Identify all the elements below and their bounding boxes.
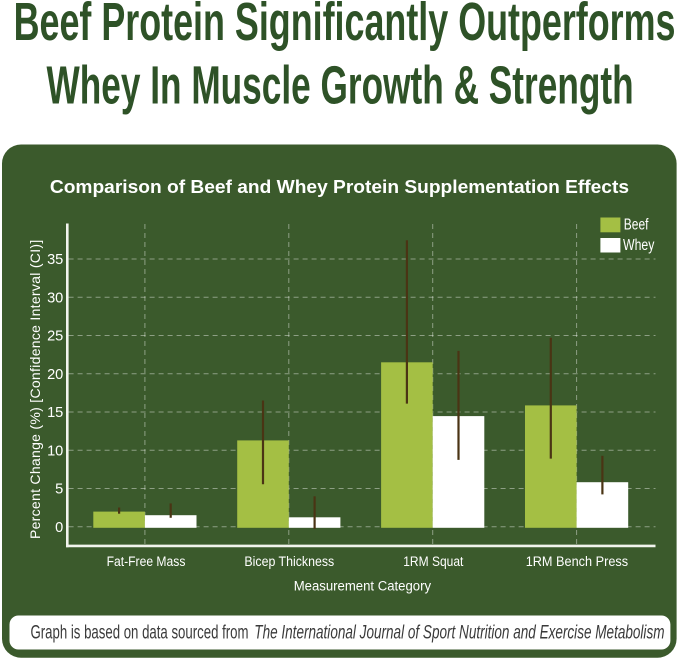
svg-text:35: 35 (47, 252, 63, 268)
svg-text:20: 20 (47, 367, 63, 383)
svg-text:Whey: Whey (623, 237, 655, 254)
svg-text:Graph is based on data sourced: Graph is based on data sourced from (31, 622, 249, 643)
svg-text:The International Journal of S: The International Journal of Sport Nutri… (254, 622, 664, 643)
svg-text:5: 5 (55, 482, 63, 498)
svg-text:25: 25 (47, 329, 63, 345)
svg-text:1RM Bench Press: 1RM Bench Press (526, 553, 628, 569)
svg-text:Percent Change (%) [Confidence: Percent Change (%) [Confidence Interval … (27, 240, 43, 539)
svg-text:0: 0 (55, 520, 63, 536)
svg-text:Fat-Free Mass: Fat-Free Mass (107, 553, 186, 569)
svg-text:Beef: Beef (624, 217, 649, 234)
svg-text:Bicep Thickness: Bicep Thickness (244, 553, 334, 569)
svg-text:30: 30 (47, 290, 63, 306)
svg-text:Whey In Muscle Growth & Streng: Whey In Muscle Growth & Strength (47, 57, 634, 116)
svg-text:Beef Protein Significantly Out: Beef Protein Significantly Outperforms (14, 0, 676, 52)
svg-text:Measurement Category: Measurement Category (294, 578, 432, 594)
svg-text:Comparison of Beef and Whey Pr: Comparison of Beef and Whey Protein Supp… (50, 176, 629, 197)
svg-text:1RM Squat: 1RM Squat (403, 553, 463, 569)
svg-text:10: 10 (47, 443, 63, 459)
svg-text:15: 15 (47, 405, 63, 421)
